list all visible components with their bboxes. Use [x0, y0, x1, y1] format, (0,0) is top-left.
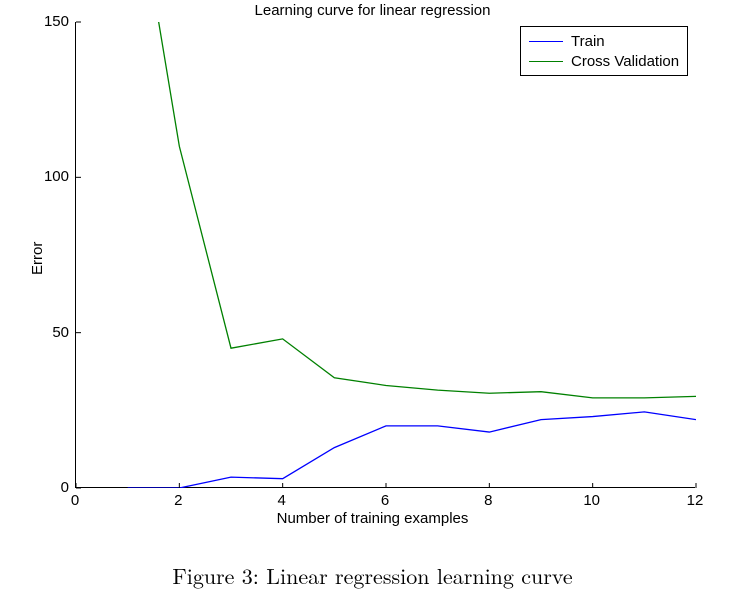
x-tick-label: 10	[580, 492, 604, 509]
y-tick-label: 0	[61, 479, 69, 496]
figure-caption: Figure 3: Linear regression learning cur…	[0, 560, 745, 591]
legend-row-0: Train	[529, 31, 679, 51]
legend-swatch	[529, 41, 563, 42]
x-tick-label: 4	[270, 492, 294, 509]
y-axis-label: Error	[29, 242, 46, 275]
legend-label: Cross Validation	[571, 53, 679, 70]
legend-row-1: Cross Validation	[529, 51, 679, 71]
x-tick-label: 6	[373, 492, 397, 509]
figure-container: Learning curve for linear regression Tra…	[0, 0, 745, 604]
y-tick-label: 50	[52, 324, 69, 341]
series-line-0	[128, 412, 696, 488]
x-tick-label: 8	[476, 492, 500, 509]
y-tick-label: 100	[44, 168, 69, 185]
legend-swatch	[529, 61, 563, 62]
plot-area	[75, 22, 695, 488]
chart-title: Learning curve for linear regression	[0, 2, 745, 19]
y-tick-label: 150	[44, 13, 69, 30]
legend-label: Train	[571, 33, 605, 50]
x-axis-label: Number of training examples	[0, 510, 745, 527]
legend: Train Cross Validation	[520, 26, 688, 76]
x-tick-label: 2	[166, 492, 190, 509]
x-tick-label: 12	[683, 492, 707, 509]
plot-svg	[76, 22, 696, 488]
